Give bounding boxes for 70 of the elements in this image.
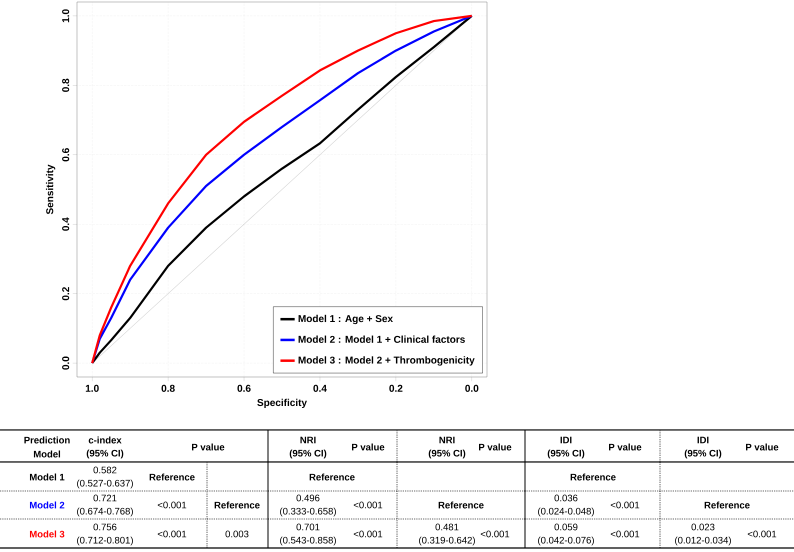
x-tick-label: 1.0 bbox=[86, 384, 99, 392]
text: 0.496 bbox=[296, 494, 320, 502]
y-axis-title: Sensitivity bbox=[46, 164, 56, 214]
y-tick-label: 1.0 bbox=[62, 9, 70, 22]
text: P value bbox=[352, 444, 384, 450]
text: <0.001 bbox=[354, 530, 382, 538]
text: <0.001 bbox=[610, 530, 640, 538]
text: Model 2 bbox=[30, 502, 64, 508]
text: Model 1 bbox=[30, 474, 64, 480]
text: 0.059 bbox=[554, 524, 578, 530]
text: <0.001 bbox=[158, 502, 186, 508]
y-tick-label: 0.6 bbox=[62, 148, 70, 162]
text: 0.023 bbox=[692, 524, 714, 530]
text: Reference bbox=[570, 474, 616, 480]
text: <0.001 bbox=[158, 530, 186, 538]
text: Reference bbox=[438, 502, 484, 508]
text: (0.712-0.801) bbox=[77, 536, 133, 546]
text: (95% CI) bbox=[428, 450, 466, 458]
text: (0.333-0.658) bbox=[280, 508, 336, 516]
text: 0.003 bbox=[225, 530, 248, 538]
y-tick-label: 0.2 bbox=[62, 287, 70, 300]
text: <0.001 bbox=[480, 530, 510, 538]
text: 0.481 bbox=[435, 524, 458, 530]
text: Model bbox=[34, 450, 60, 458]
text: <0.001 bbox=[354, 502, 382, 508]
legend-label: Model 1 : Age + Sex bbox=[298, 314, 393, 324]
text: (0.527-0.637) bbox=[77, 480, 133, 488]
text: Reference bbox=[704, 502, 750, 508]
y-tick-label: 0.0 bbox=[62, 356, 70, 370]
text: 0.036 bbox=[554, 494, 578, 502]
text: 0.701 bbox=[296, 524, 320, 530]
text: (95% CI) bbox=[548, 450, 584, 458]
text: (95% CI) bbox=[86, 450, 124, 458]
text: P value bbox=[479, 444, 512, 450]
y-tick-label: 0.8 bbox=[62, 78, 70, 92]
text: <0.001 bbox=[610, 502, 640, 508]
text: Reference bbox=[310, 474, 355, 480]
text: <0.001 bbox=[748, 530, 776, 538]
text: P value bbox=[609, 444, 642, 450]
text: (0.543-0.858) bbox=[280, 536, 336, 546]
text: Reference bbox=[150, 474, 195, 480]
text: (0.319-0.642) bbox=[419, 536, 475, 546]
text: Prediction bbox=[24, 436, 70, 444]
text: IDI bbox=[560, 436, 572, 444]
text: (0.674-0.768) bbox=[77, 508, 133, 516]
x-tick-label: 0.8 bbox=[162, 384, 175, 392]
text: (0.042-0.076) bbox=[538, 536, 594, 546]
text: 0.582 bbox=[93, 466, 116, 474]
text: 0.756 bbox=[93, 524, 116, 530]
x-tick-label: 0.2 bbox=[389, 384, 402, 392]
legend-label: Model 3 : Model 2 + Thrombogenicity bbox=[298, 356, 475, 366]
text: IDI bbox=[698, 436, 708, 444]
text: (0.024-0.048) bbox=[538, 508, 594, 516]
text: Reference bbox=[214, 502, 260, 508]
x-axis-title: Specificity bbox=[257, 398, 307, 408]
text: (95% CI) bbox=[290, 450, 326, 458]
text: (0.012-0.034) bbox=[675, 536, 731, 546]
x-tick-label: 0.6 bbox=[237, 384, 251, 392]
text: (95% CI) bbox=[684, 450, 722, 458]
text: c-index bbox=[88, 436, 122, 444]
text: P value bbox=[192, 444, 224, 450]
x-tick-label: 0.4 bbox=[313, 384, 327, 392]
y-tick-label: 0.4 bbox=[62, 217, 70, 231]
legend-label: Model 2 : Model 1 + Clinical factors bbox=[298, 336, 465, 343]
x-tick-label: 0.0 bbox=[465, 384, 478, 392]
text: 0.721 bbox=[93, 494, 116, 502]
text: Model 3 bbox=[30, 530, 64, 538]
text: P value bbox=[746, 444, 778, 450]
text: NRI bbox=[300, 436, 316, 444]
text: NRI bbox=[439, 436, 455, 444]
